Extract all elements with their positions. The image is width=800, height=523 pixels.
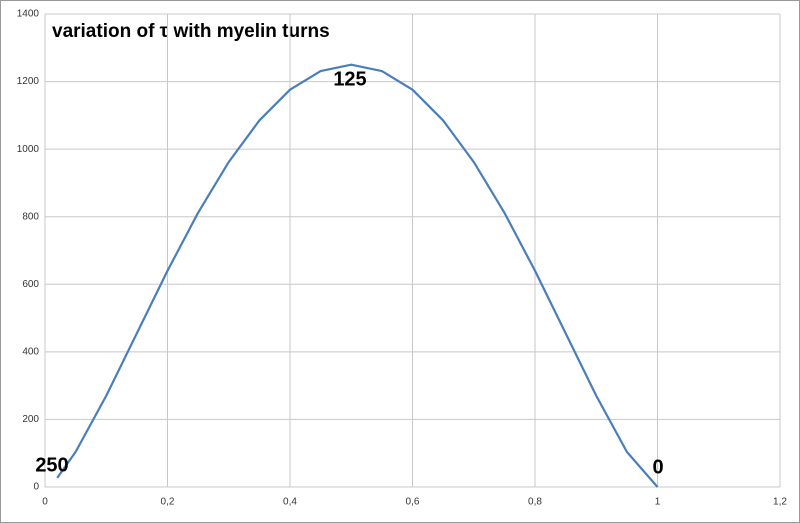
y-tick-label: 600 <box>22 279 39 290</box>
annotation: 0 <box>652 456 663 478</box>
y-tick-label: 1000 <box>17 144 40 155</box>
chart-title: variation of τ with myelin turns <box>52 21 330 42</box>
y-tick-label: 0 <box>33 482 39 493</box>
y-tick-label: 200 <box>22 414 39 425</box>
x-tick-label: 0,4 <box>283 497 297 508</box>
x-tick-label: 0,2 <box>161 497 175 508</box>
y-tick-label: 1200 <box>17 76 40 87</box>
annotation: 125 <box>333 68 366 90</box>
x-tick-label: 1 <box>655 497 661 508</box>
y-tick-label: 800 <box>22 211 39 222</box>
y-tick-label: 400 <box>22 346 39 357</box>
x-tick-label: 1,2 <box>773 497 787 508</box>
x-tick-label: 0 <box>42 497 48 508</box>
y-tick-label: 1400 <box>17 9 40 20</box>
annotation: 250 <box>35 454 68 476</box>
x-tick-label: 0,8 <box>528 497 542 508</box>
x-tick-label: 0,6 <box>406 497 420 508</box>
line <box>56 63 659 488</box>
